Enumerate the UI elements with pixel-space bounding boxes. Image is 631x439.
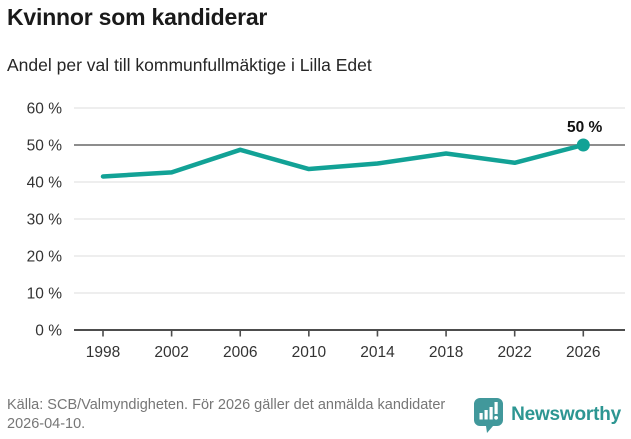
chart-footer: Källa: SCB/Valmyndigheten. För 2026 gäll… <box>7 396 621 434</box>
last-data-point <box>576 138 590 152</box>
y-tick-label: 10 % <box>27 286 63 303</box>
source-note: Källa: SCB/Valmyndigheten. För 2026 gäll… <box>7 396 446 432</box>
newsworthy-logo: Newsworthy <box>473 397 621 433</box>
y-tick-label: 20 % <box>27 249 63 266</box>
line-chart: 0 % 10 % 20 % 30 % 40 % 50 % 60 % 1998 2002 2006 2… <box>27 101 625 361</box>
y-tick-label: 40 % <box>27 175 63 192</box>
last-point-label: 50 % <box>567 119 603 136</box>
x-tick-label: 1998 <box>86 344 120 361</box>
page-title: Kvinnor som kandiderar <box>7 4 268 30</box>
x-tick-label: 2018 <box>429 344 463 361</box>
y-tick-label: 60 % <box>27 101 63 118</box>
x-tick-label: 2010 <box>292 344 327 361</box>
chart-header: Kvinnor som kandiderar Andel per val til… <box>7 4 624 76</box>
x-tick-label: 2002 <box>154 344 188 361</box>
y-tick-label: 0 % <box>35 323 62 340</box>
chart-subtitle: Andel per val till kommunfullmäktige i L… <box>7 55 372 75</box>
x-tick-label: 2014 <box>360 344 395 361</box>
newsworthy-logo-text: Newsworthy <box>511 403 621 425</box>
x-tick-label: 2026 <box>566 344 600 361</box>
y-tick-label: 50 % <box>27 138 63 155</box>
bar-chart-bubble-icon <box>474 397 504 433</box>
x-tick-label: 2022 <box>497 344 531 361</box>
data-line <box>100 142 586 179</box>
chart-area: 0 % 10 % 20 % 30 % 40 % 50 % 60 % 1998 2002 2006 2… <box>0 95 631 385</box>
x-tick-label: 2006 <box>223 344 257 361</box>
y-tick-label: 30 % <box>27 212 63 229</box>
